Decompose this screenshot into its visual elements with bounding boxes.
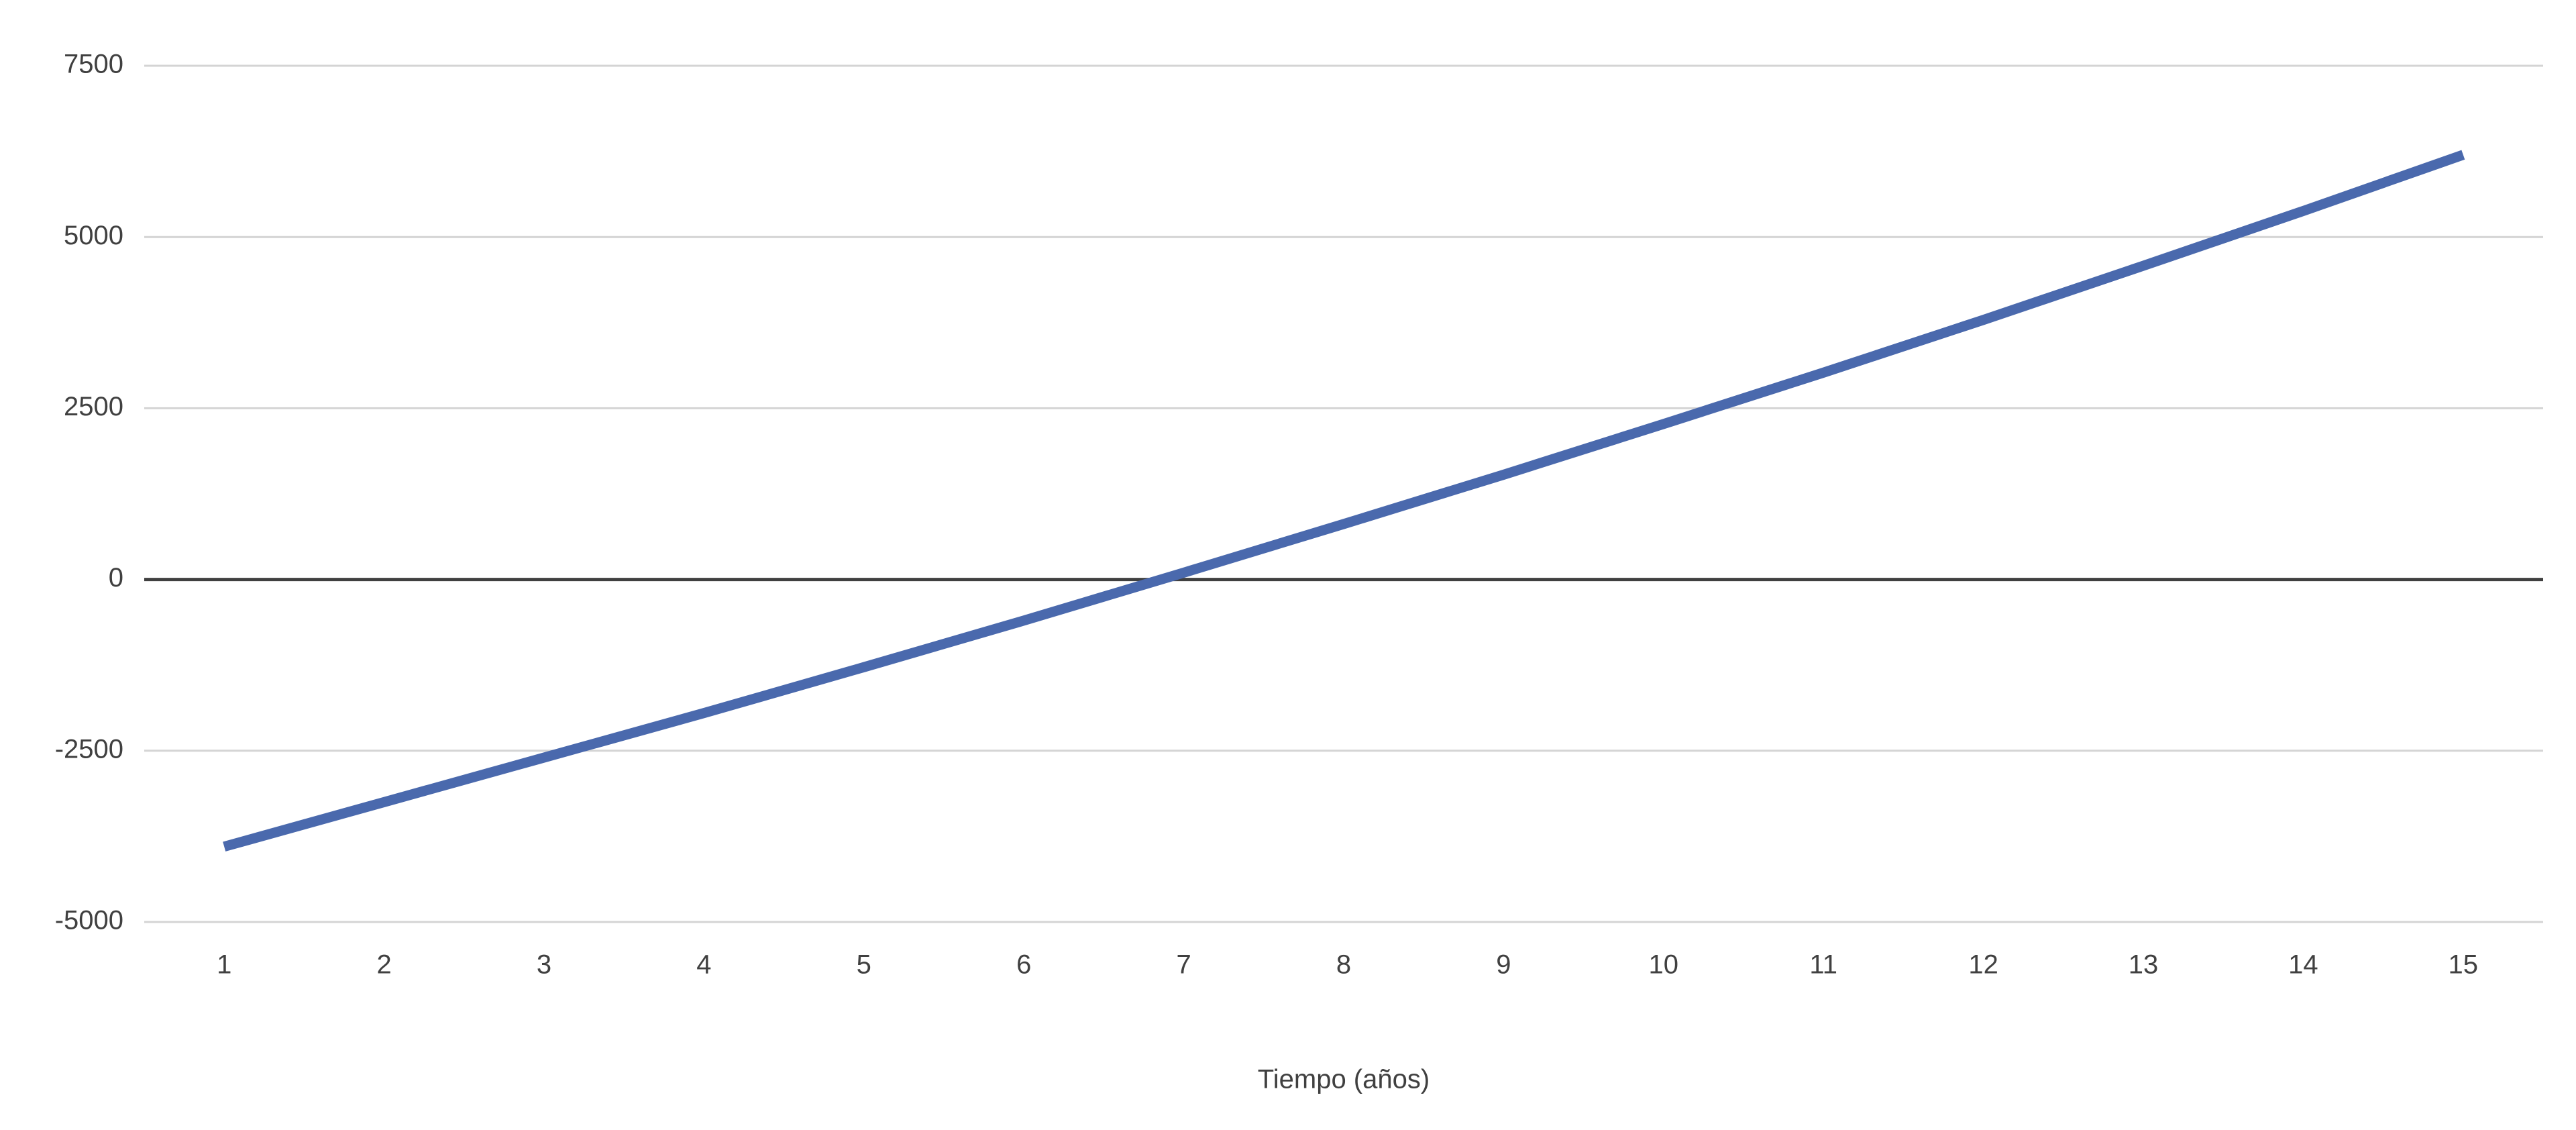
- x-tick-label: 8: [1336, 950, 1351, 980]
- x-tick-label: 2: [376, 950, 391, 980]
- x-tick-label: 15: [2449, 950, 2479, 980]
- x-tick-label: 5: [857, 950, 871, 980]
- x-tick-label: 4: [696, 950, 711, 980]
- x-tick-label: 3: [537, 950, 551, 980]
- data-line: [223, 150, 2465, 852]
- y-tick-label: 7500: [64, 50, 123, 79]
- x-tick-label: 10: [1649, 950, 1679, 980]
- x-tick-label: 13: [2129, 950, 2159, 980]
- y-tick-label: 0: [109, 563, 123, 593]
- x-tick-label: 11: [1809, 950, 1837, 980]
- y-tick-label: 2500: [64, 392, 123, 421]
- y-tick-label: 5000: [64, 221, 123, 250]
- x-tick-label: 9: [1496, 950, 1511, 980]
- x-tick-label: 14: [2288, 950, 2318, 980]
- x-tick-label: 1: [217, 950, 231, 980]
- y-tick-label: -2500: [55, 734, 123, 764]
- x-axis-title: Tiempo (años): [1258, 1065, 1430, 1094]
- x-tick-label: 7: [1176, 950, 1191, 980]
- y-tick-label: -5000: [55, 906, 123, 935]
- x-tick-label: 6: [1016, 950, 1031, 980]
- x-tick-label: 12: [1968, 950, 1998, 980]
